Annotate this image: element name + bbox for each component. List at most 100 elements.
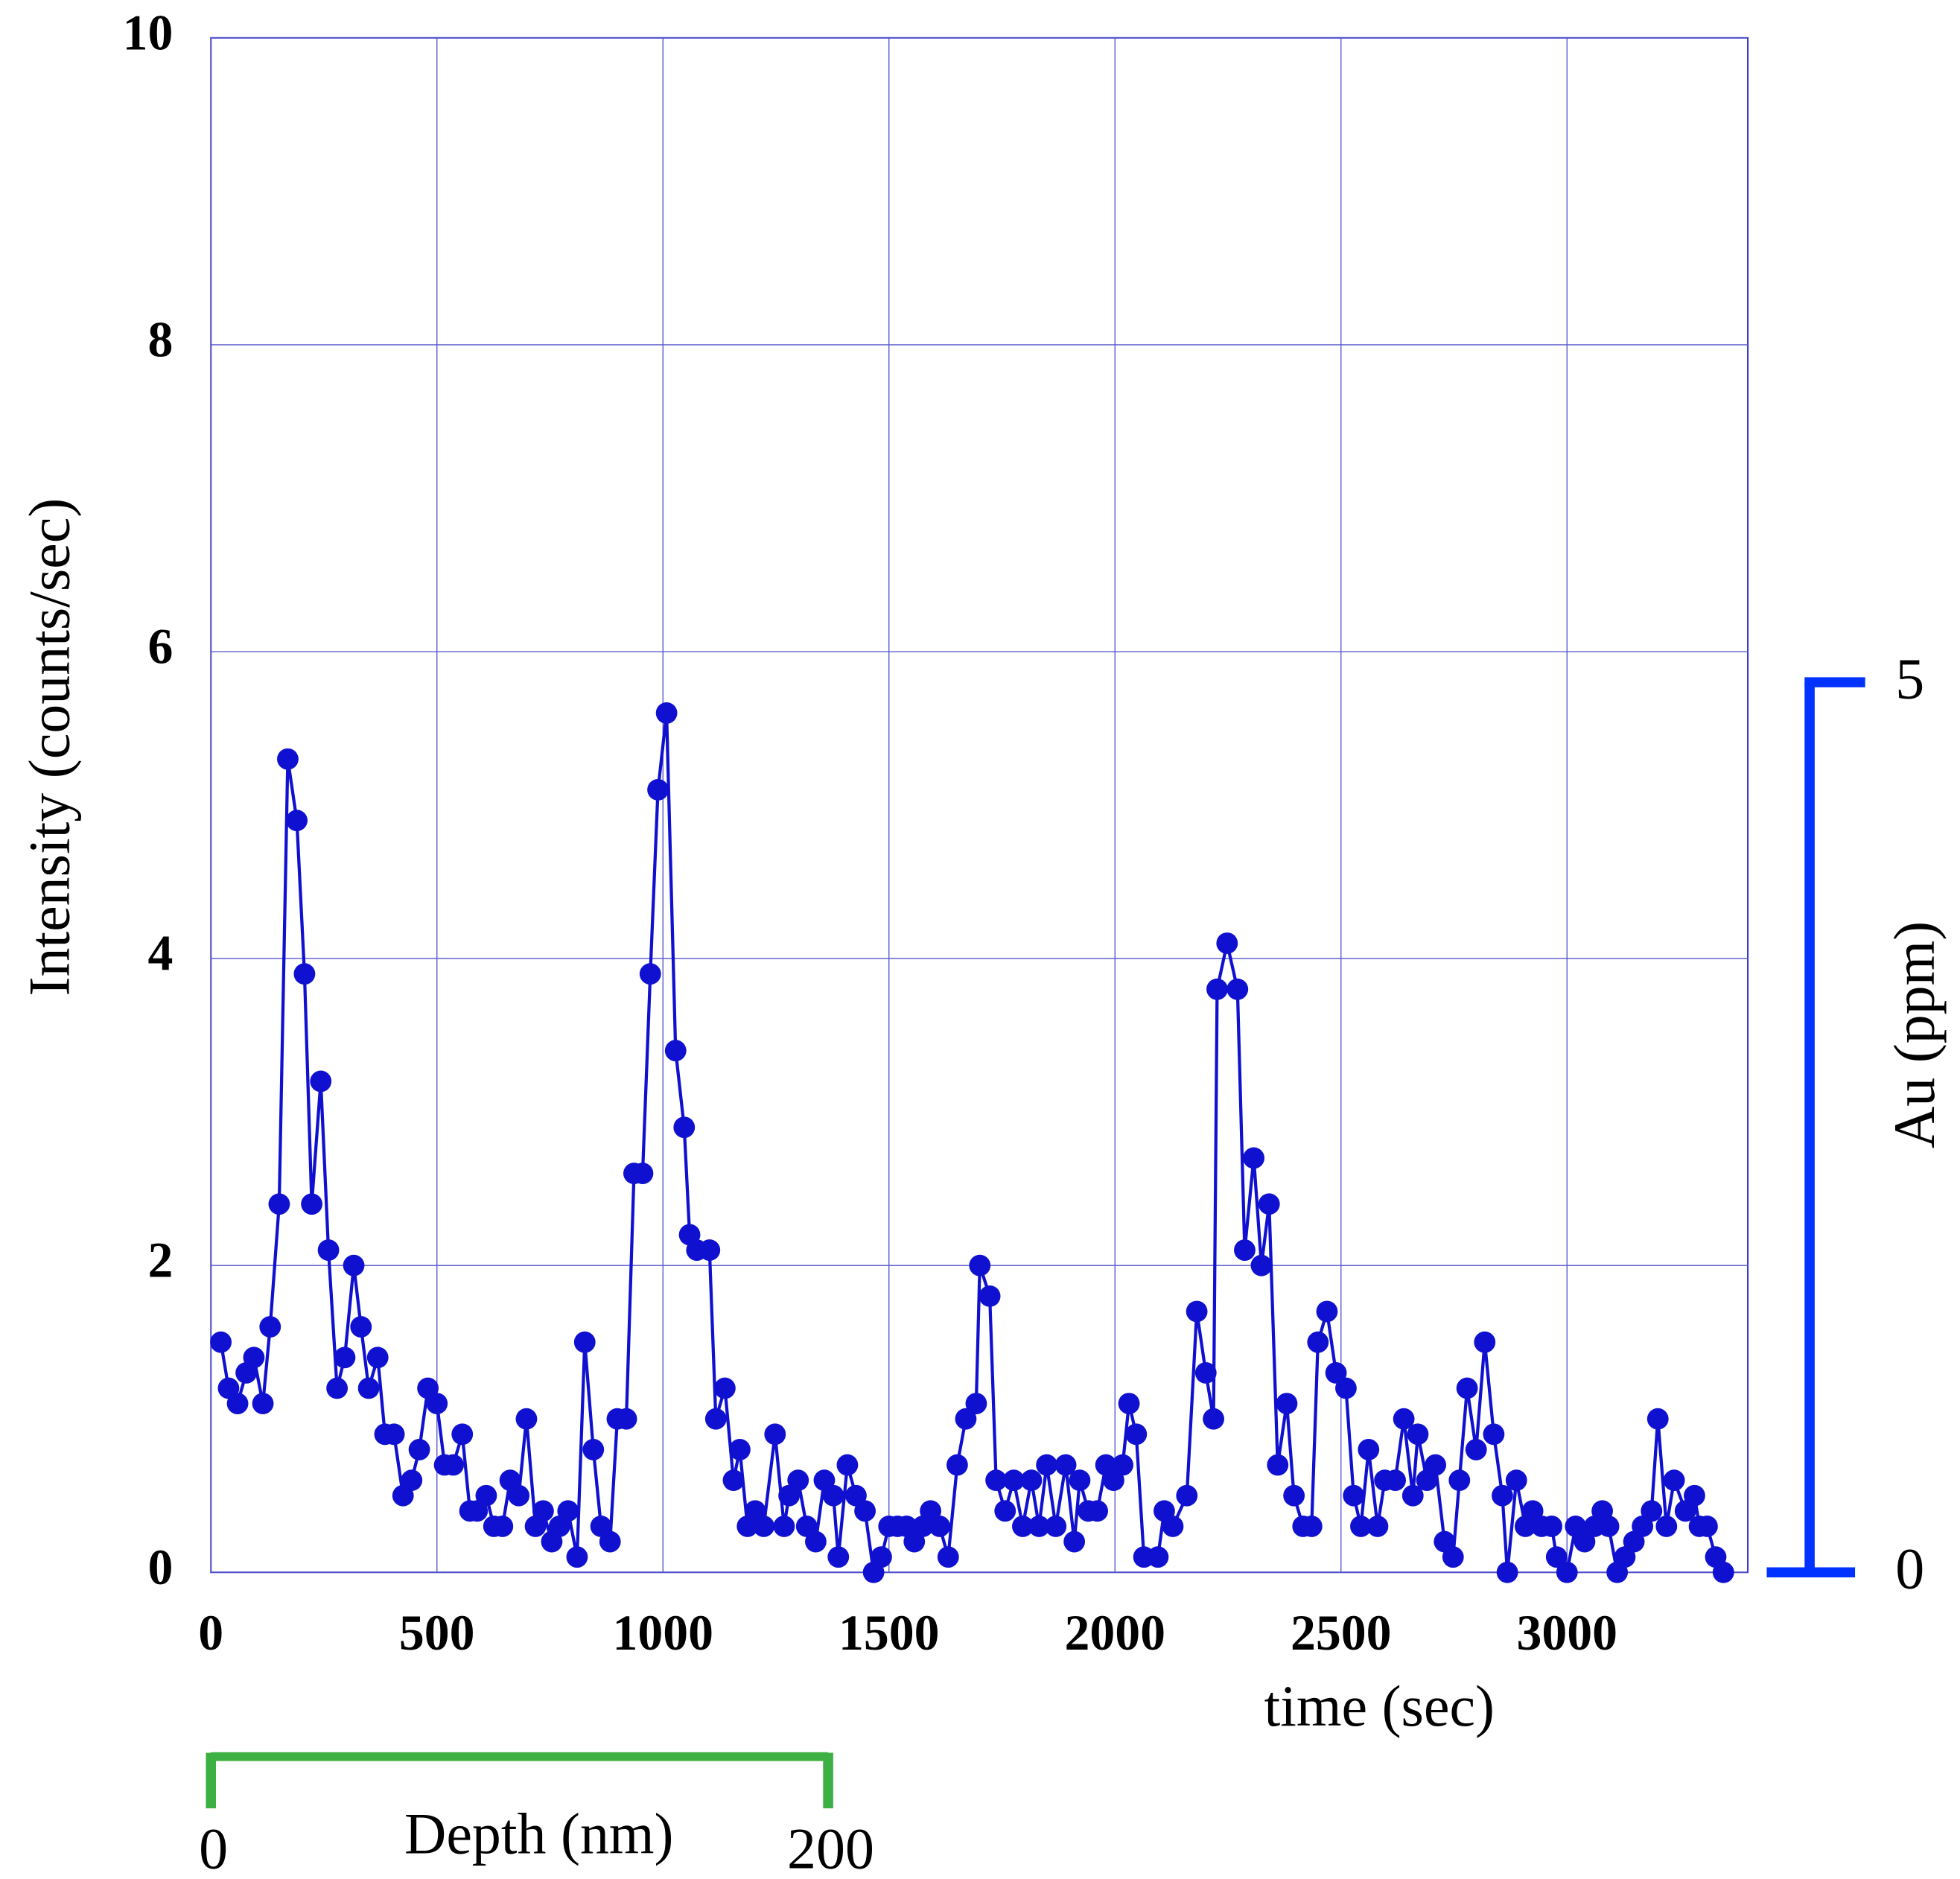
data-point	[268, 1193, 290, 1215]
data-point	[1505, 1469, 1527, 1492]
data-point	[985, 1469, 1008, 1492]
data-point	[753, 1516, 775, 1537]
data-point	[451, 1423, 474, 1446]
data-point	[787, 1469, 809, 1492]
data-point	[1186, 1300, 1208, 1323]
x2-axis-label: Depth (nm)	[404, 1802, 673, 1866]
data-point	[664, 1040, 687, 1062]
data-point	[1020, 1469, 1043, 1492]
data-point	[965, 1393, 987, 1415]
data-point	[1125, 1423, 1148, 1446]
data-point	[822, 1484, 844, 1507]
data-point	[1574, 1530, 1596, 1553]
data-point	[1597, 1516, 1620, 1537]
data-point	[401, 1469, 423, 1492]
data-point	[334, 1347, 356, 1369]
y-tick-label: 4	[148, 926, 174, 982]
data-point	[293, 963, 316, 985]
data-point	[310, 1070, 332, 1093]
data-point	[508, 1484, 530, 1507]
data-point	[1216, 932, 1238, 954]
data-point	[729, 1439, 751, 1460]
data-point	[1474, 1331, 1496, 1353]
y-tick-label: 0	[148, 1539, 174, 1595]
x-tick-label: 500	[399, 1605, 475, 1661]
data-point	[1147, 1546, 1169, 1568]
x-tick-label: 0	[198, 1605, 223, 1661]
data-point	[317, 1239, 340, 1261]
data-point	[955, 1408, 977, 1430]
data-point	[871, 1546, 892, 1568]
y2-axis-label: Au (ppm)	[1883, 921, 1947, 1148]
y-tick-label: 10	[123, 4, 174, 60]
data-point	[929, 1516, 951, 1537]
data-point	[1234, 1239, 1256, 1261]
data-point	[1496, 1561, 1518, 1583]
data-point	[1663, 1469, 1685, 1492]
data-point	[1300, 1516, 1323, 1537]
data-point	[994, 1500, 1016, 1522]
data-point	[350, 1316, 372, 1338]
x-tick-label: 2000	[1064, 1605, 1165, 1661]
data-point	[357, 1377, 380, 1399]
y-tick-label: 2	[148, 1233, 174, 1288]
data-point	[1283, 1484, 1305, 1507]
data-point	[1556, 1561, 1578, 1583]
data-point	[1054, 1454, 1077, 1476]
data-point	[226, 1393, 249, 1415]
data-point	[1258, 1193, 1280, 1215]
x2-tick-label: 200	[787, 1817, 874, 1879]
data-point	[1118, 1393, 1140, 1415]
data-point	[1401, 1484, 1424, 1507]
data-point	[383, 1423, 405, 1446]
data-point	[1684, 1484, 1705, 1507]
data-point	[1028, 1516, 1050, 1537]
y-tick-label: 6	[148, 619, 174, 675]
data-point	[1112, 1454, 1133, 1476]
data-point	[1086, 1500, 1108, 1522]
data-point	[1203, 1408, 1224, 1430]
x-tick-label: 2500	[1291, 1605, 1392, 1661]
data-point	[1325, 1361, 1347, 1384]
data-point	[946, 1454, 968, 1476]
y2-tick-label: 5	[1895, 646, 1924, 710]
data-point	[647, 779, 669, 801]
data-point	[277, 748, 299, 770]
data-point	[1267, 1454, 1289, 1476]
data-point	[582, 1439, 605, 1460]
data-point	[969, 1254, 991, 1276]
x-tick-label: 3000	[1516, 1605, 1617, 1661]
data-point	[326, 1377, 349, 1399]
data-point	[1646, 1408, 1669, 1430]
data-point	[673, 1116, 696, 1139]
data-point	[599, 1530, 621, 1553]
data-point	[1162, 1516, 1184, 1537]
data-point	[532, 1500, 554, 1522]
data-point	[442, 1454, 465, 1476]
data-point	[408, 1439, 430, 1460]
data-point	[252, 1393, 274, 1415]
data-point	[210, 1331, 232, 1353]
data-point	[1384, 1469, 1406, 1492]
data-point	[1350, 1516, 1372, 1537]
data-point	[1465, 1439, 1487, 1460]
data-point	[1456, 1377, 1478, 1399]
data-point	[573, 1331, 596, 1353]
data-point	[1069, 1469, 1091, 1492]
data-point	[1641, 1500, 1663, 1522]
data-point	[301, 1193, 323, 1215]
x-axis-label: time (sec)	[1264, 1674, 1495, 1738]
data-point	[1206, 978, 1228, 1000]
data-point	[343, 1254, 365, 1276]
data-point	[366, 1347, 389, 1369]
data-point	[854, 1500, 876, 1522]
data-point	[1541, 1516, 1563, 1537]
data-point	[937, 1546, 959, 1568]
data-point	[1696, 1516, 1718, 1537]
data-point	[1316, 1300, 1338, 1323]
data-point	[259, 1316, 281, 1338]
y-tick-label: 8	[148, 311, 174, 367]
data-point	[1002, 1469, 1025, 1492]
data-point	[1655, 1516, 1678, 1537]
